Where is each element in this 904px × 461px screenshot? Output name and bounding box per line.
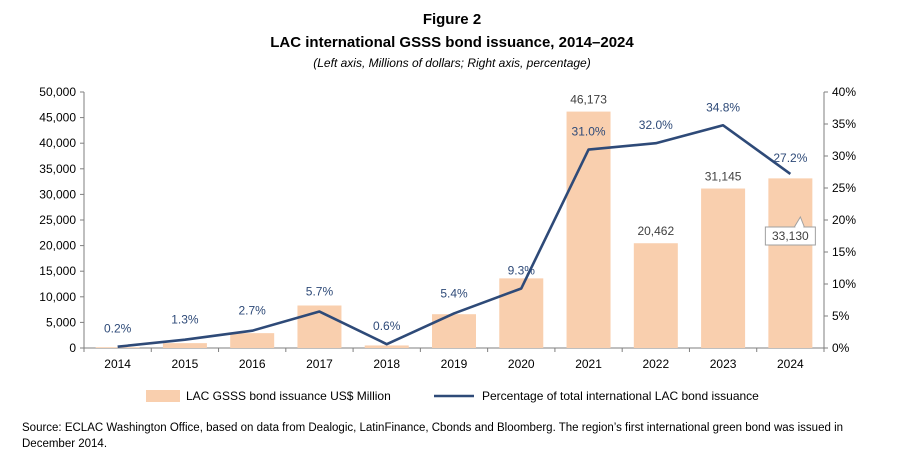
bar — [162, 343, 207, 348]
bar — [701, 188, 746, 348]
y-left-tick-label: 30,000 — [39, 187, 76, 201]
bar — [633, 243, 678, 348]
chart: 0 5,000 10,000 15,000 20,000 25,000 30,000 35,0… — [39, 85, 856, 403]
percentage-data-label: 2.7% — [239, 304, 267, 318]
percentage-data-label: 32.0% — [639, 118, 673, 132]
percentage-data-label: 9.3% — [508, 263, 536, 277]
bar-data-label: 20,462 — [637, 224, 674, 238]
y-left-tick-label: 35,000 — [39, 162, 76, 176]
x-tick-label: 2018 — [373, 357, 400, 371]
percentage-data-label: 1.3% — [171, 313, 199, 327]
legend-bar-label: LAC GSSS bond issuance US$ Million — [186, 389, 391, 403]
bar — [95, 347, 140, 348]
y-left-tick-label: 25,000 — [39, 213, 76, 227]
bar-data-label: 31,145 — [705, 170, 742, 184]
data-labels: 0.2% 1.3% 2.7% 5.7% 0.6% 5.4% 9.3% 31.0% 32.0% 34… — [104, 93, 816, 336]
callout-box — [764, 226, 816, 246]
y-left-tick-label: 20,000 — [39, 239, 76, 253]
y-left-tick-label: 40,000 — [39, 136, 76, 150]
percentage-data-label: 0.2% — [104, 322, 132, 336]
y-right-tick-label: 20% — [832, 213, 856, 227]
legend-line-label: Percentage of total international LAC bo… — [482, 389, 759, 403]
x-tick-label: 2017 — [306, 357, 333, 371]
x-tick-label: 2019 — [441, 357, 468, 371]
percentage-data-label: 5.7% — [306, 285, 334, 299]
x-tick-label: 2020 — [508, 357, 535, 371]
bar — [364, 345, 409, 348]
y-left-tick-label: 5,000 — [46, 315, 76, 329]
y-right-tick-label: 15% — [832, 245, 856, 259]
y-right-tick-label: 40% — [832, 85, 856, 99]
x-tick-label: 2024 — [777, 357, 804, 371]
percentage-line — [117, 123, 792, 349]
y-left-tick-label: 10,000 — [39, 290, 76, 304]
y-left-tick-label: 45,000 — [39, 111, 76, 125]
x-tick-label: 2015 — [172, 357, 199, 371]
chart-title: LAC international GSSS bond issuance, 20… — [270, 34, 634, 51]
line-series — [117, 123, 792, 349]
x-tick-label: 2023 — [710, 357, 737, 371]
bar-data-label: 46,173 — [570, 93, 607, 107]
x-tick-label: 2022 — [642, 357, 669, 371]
percentage-data-label: 0.6% — [373, 319, 401, 333]
x-tick-label: 2016 — [239, 357, 266, 371]
chart-subtitle: (Left axis, Millions of dollars; Right a… — [313, 56, 591, 70]
callout-pointer — [793, 215, 805, 228]
y-right-tick-label: 5% — [832, 309, 850, 323]
y-right-tick-label: 35% — [832, 117, 856, 131]
y-right-tick-label: 10% — [832, 277, 856, 291]
percentage-data-label: 5.4% — [440, 286, 468, 300]
source-note: Source: ECLAC Washington Office, based o… — [22, 422, 844, 450]
legend: LAC GSSS bond issuance US$ Million Percen… — [146, 389, 759, 403]
bar — [230, 333, 275, 348]
percentage-data-label: 34.8% — [706, 100, 740, 114]
x-tick-label: 2014 — [104, 357, 131, 371]
percentage-data-label: 31.0% — [572, 125, 606, 139]
y-right-tick-label: 25% — [832, 181, 856, 195]
legend-bar-swatch — [146, 390, 180, 402]
y-right-tick-label: 0% — [832, 341, 850, 355]
y-right-tick-label: 30% — [832, 149, 856, 163]
bar-data-label: 33,130 — [772, 229, 809, 243]
figure-label: Figure 2 — [422, 11, 482, 28]
y-left-tick-label: 0 — [69, 341, 76, 355]
percentage-data-label: 27.2% — [773, 151, 807, 165]
y-left-tick-label: 15,000 — [39, 264, 76, 278]
y-left-tick-label: 50,000 — [39, 85, 76, 99]
axes: 0 5,000 10,000 15,000 20,000 25,000 30,000 35,0… — [39, 85, 856, 371]
x-tick-label: 2021 — [575, 357, 602, 371]
bar — [499, 278, 544, 348]
bar — [768, 178, 813, 348]
